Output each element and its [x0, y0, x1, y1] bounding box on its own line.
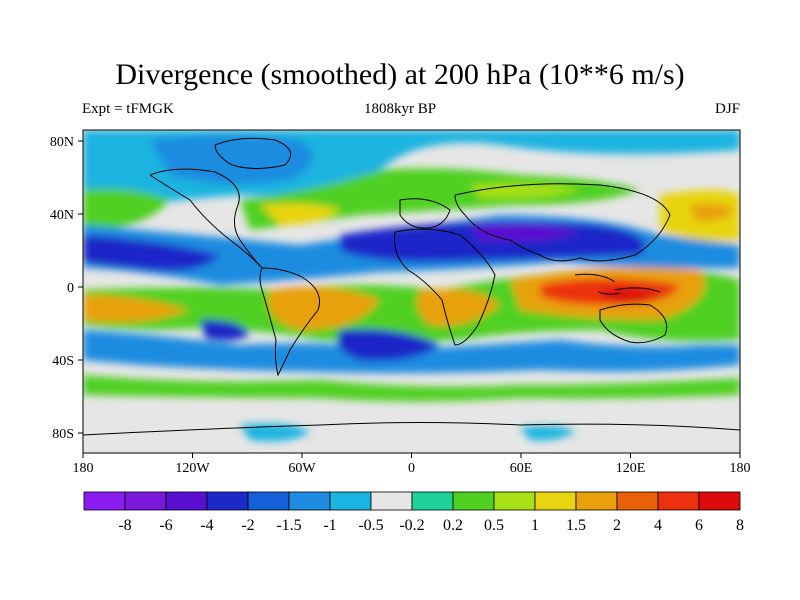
colorbar-label-8: 0.2 [443, 517, 463, 534]
lat-label-80s: 80S [52, 427, 74, 442]
greenland-convergence [150, 135, 313, 184]
colorbar-swatch-8 [411, 491, 454, 511]
colorbar-swatch-0 [83, 491, 126, 511]
colorbar-swatch-12 [575, 491, 618, 511]
africa-divergence [416, 289, 500, 326]
colorbar-swatch-13 [616, 491, 659, 511]
lon-label-0: 0 [408, 461, 415, 476]
colorbar-label-14: 6 [695, 517, 703, 534]
colorbar-swatch-4 [247, 491, 290, 511]
colorbar-swatch-14 [657, 491, 700, 511]
map-plot-area [83, 130, 740, 453]
colorbar-label-3: -2 [241, 517, 254, 534]
atlantic-divergence [260, 203, 340, 225]
colorbar-label-13: 4 [654, 517, 662, 534]
west-pacific-core [690, 203, 735, 222]
lon-label-120e: 120E [616, 461, 646, 476]
lat-label-80n: 80N [50, 135, 74, 150]
colorbar-swatch-1 [124, 491, 167, 511]
colorbar-swatch-10 [493, 491, 536, 511]
colorbar-label-11: 1.5 [566, 517, 586, 534]
colorbar-swatch-7 [370, 491, 413, 511]
antarctica-coast [83, 422, 740, 436]
lon-label-120w: 120W [175, 461, 210, 476]
colorbar-swatch-11 [534, 491, 577, 511]
asia-coast [454, 183, 671, 262]
pacific-convergence-core [83, 235, 220, 271]
maritime-continent-coast [574, 273, 661, 295]
southern-divergence-band [83, 375, 740, 402]
colorbar-label-7: -0.2 [399, 517, 424, 534]
south-pacific-convergence [200, 319, 250, 341]
lon-label-60w: 60W [288, 461, 316, 476]
time-label: 1808kyr BP [363, 101, 437, 117]
divergence-field [83, 130, 740, 442]
colorbar-swatch-3 [206, 491, 249, 511]
antarctic-convergence-west [240, 423, 310, 442]
lon-label-60e: 60E [510, 461, 533, 476]
plot-title: Divergence (smoothed) at 200 hPa (10**6 … [115, 58, 685, 91]
lon-label-180w: 180 [73, 461, 94, 476]
divergence-maximum [600, 288, 660, 303]
north-america-coast [149, 168, 263, 269]
antarctic-convergence-east [520, 425, 575, 441]
colorbar-label-2: -4 [200, 517, 213, 534]
colorbar: -8 -6 -4 -2 -1.5 -1 -0.5 -0.2 0.2 0.5 1 1.5 2 4 6 8 [83, 491, 744, 534]
tick-marks [78, 140, 741, 458]
africa-coast [394, 228, 496, 346]
australia-coast [599, 303, 668, 344]
experiment-label: Expt = tFMGK [82, 101, 174, 117]
colorbar-label-9: 0.5 [484, 517, 504, 534]
season-label: DJF [714, 101, 740, 117]
south-pacific-divergence [83, 295, 190, 323]
colorbar-label-12: 2 [613, 517, 621, 534]
colorbar-label-4: -1.5 [276, 517, 301, 534]
colorbar-swatch-2 [165, 491, 208, 511]
colorbar-label-15: 8 [736, 517, 744, 534]
south-america-divergence [268, 286, 380, 330]
south-atlantic-convergence [337, 329, 440, 361]
colorbar-swatch-9 [452, 491, 495, 511]
colorbar-label-6: -0.5 [358, 517, 383, 534]
lon-label-180e: 180 [730, 461, 751, 476]
europe-coast [399, 198, 451, 229]
colorbar-label-10: 1 [531, 517, 539, 534]
lat-label-0: 0 [67, 281, 74, 296]
coastlines [83, 137, 740, 436]
colorbar-swatch-15 [698, 491, 741, 511]
colorbar-swatch-6 [329, 491, 372, 511]
lat-label-40n: 40N [50, 208, 74, 223]
colorbar-label-0: -8 [118, 517, 131, 534]
colorbar-swatch-5 [288, 491, 331, 511]
colorbar-label-5: -1 [323, 517, 336, 534]
greenland-coast [214, 137, 292, 169]
pacific-north-divergence [83, 188, 170, 230]
south-america-coast [259, 267, 320, 377]
lat-label-40s: 40S [52, 354, 74, 369]
colorbar-label-1: -6 [159, 517, 172, 534]
